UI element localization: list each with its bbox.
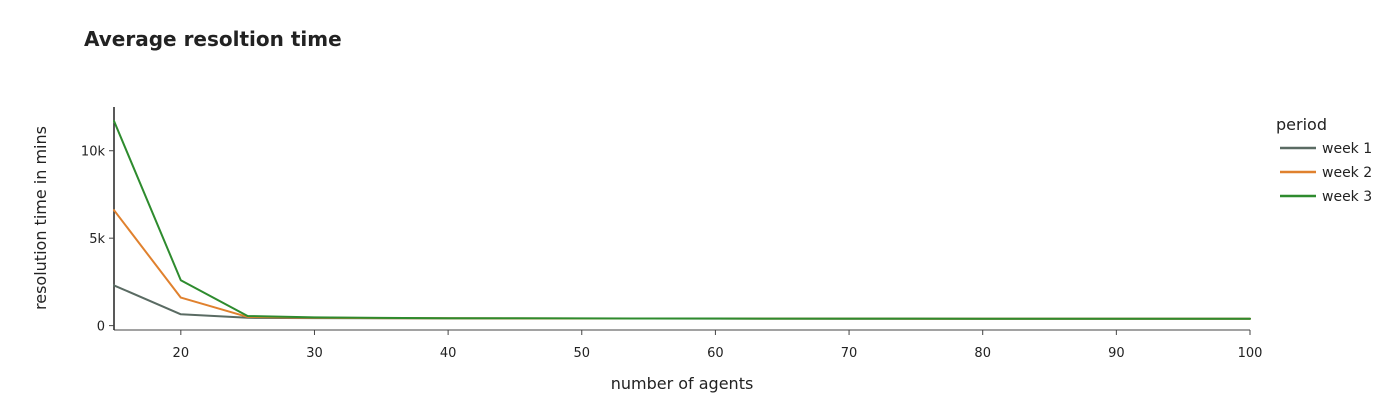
x-tick-label: 90 [1108, 346, 1125, 361]
y-tick-label: 5k [89, 232, 105, 247]
series-line-week-2[interactable] [113, 209, 1251, 320]
x-tick-label: 100 [1238, 346, 1263, 361]
series-line-week-1[interactable] [113, 284, 1251, 320]
legend-title: period [1276, 115, 1327, 134]
legend-label: week 3 [1322, 189, 1372, 205]
x-tick-label: 40 [440, 346, 457, 361]
legend-label: week 2 [1322, 165, 1372, 181]
plot-area: 20 30 40 50 60 70 80 90 100 0 5k 10k [81, 107, 1262, 361]
series-line-week-3[interactable] [113, 120, 1251, 320]
y-tick-label: 10k [81, 145, 106, 160]
x-tick-label: 70 [841, 346, 858, 361]
x-tick-label: 30 [306, 346, 323, 361]
x-axis-title: number of agents [611, 374, 754, 393]
x-tick-label: 50 [573, 346, 590, 361]
legend-item-week-1[interactable]: week 1 [1280, 141, 1372, 157]
x-tick-label: 80 [974, 346, 991, 361]
chart-title: Average resoltion time [84, 27, 342, 51]
legend-item-week-2[interactable]: week 2 [1280, 165, 1372, 181]
x-tick-label: 60 [707, 346, 724, 361]
y-tick-label: 0 [97, 320, 105, 335]
x-tick-label: 20 [173, 346, 190, 361]
legend[interactable]: period week 1 week 2 week 3 [1276, 115, 1372, 205]
legend-item-week-3[interactable]: week 3 [1280, 189, 1372, 205]
y-axis-title: resolution time in mins [31, 126, 50, 310]
legend-label: week 1 [1322, 141, 1372, 157]
